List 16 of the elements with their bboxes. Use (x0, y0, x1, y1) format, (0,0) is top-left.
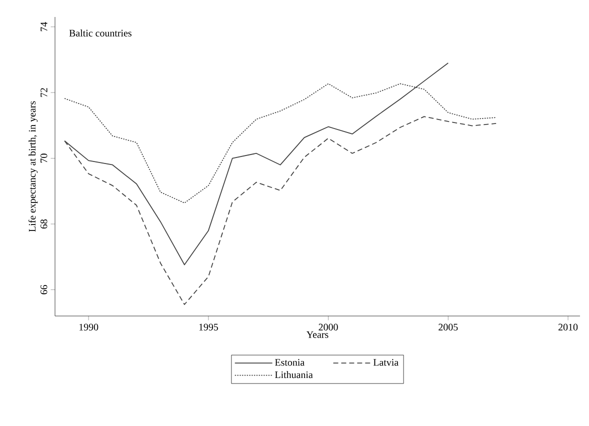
y-tick-label: 72 (40, 88, 48, 97)
y-tick-label: 70 (40, 154, 48, 163)
legend-label: Estonia (275, 359, 304, 366)
y-tick-label: 68 (40, 219, 48, 229)
x-tick-label: 2005 (438, 324, 458, 330)
x-tick-label: 1995 (199, 324, 218, 330)
annotation: Baltic countries (69, 29, 132, 36)
y-axis-title: Life expectancy at birth, in years (28, 101, 38, 232)
x-tick-label: 2000 (318, 324, 338, 330)
x-tick-label: 2010 (558, 324, 578, 330)
x-tick-label: 1990 (79, 324, 98, 330)
y-tick-label: 66 (40, 285, 48, 294)
legend-label: Lithuania (275, 371, 313, 378)
x-axis-title: Years (306, 331, 328, 338)
y-tick-label: 74 (40, 22, 48, 32)
legend-label: Latvia (373, 359, 398, 366)
